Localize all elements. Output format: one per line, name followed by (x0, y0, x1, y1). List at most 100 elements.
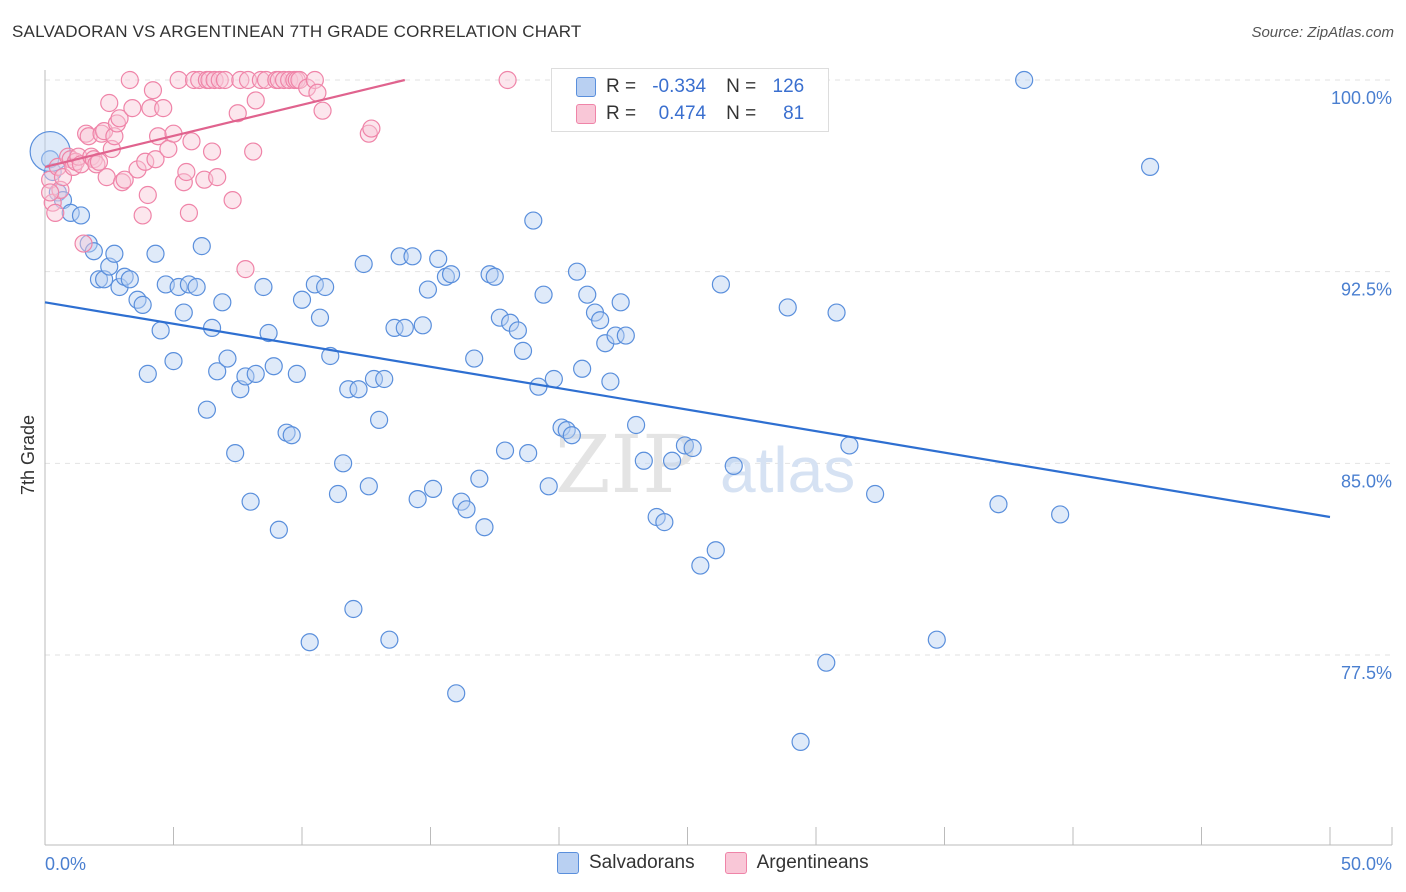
data-point (441, 265, 461, 284)
data-point (87, 155, 106, 174)
data-point (282, 426, 301, 445)
data-point (238, 70, 258, 90)
data-point (544, 369, 563, 389)
r-label: R = (606, 76, 637, 97)
data-point (711, 275, 731, 294)
data-point (552, 418, 571, 437)
data-point (447, 684, 466, 703)
data-point (41, 183, 60, 202)
n-label: N = (726, 76, 757, 97)
data-point (264, 357, 283, 376)
salvadorans-trend-line (44, 301, 1331, 519)
data-point (403, 247, 422, 266)
data-point (74, 234, 93, 253)
data-point (364, 369, 384, 389)
data-point (662, 451, 682, 470)
data-point (120, 70, 139, 90)
data-point (41, 150, 60, 169)
legend-item-salvadorans[interactable]: Salvadorans (557, 852, 695, 874)
data-point (182, 132, 201, 151)
data-point (316, 277, 335, 297)
argentineans-trend-line (44, 78, 406, 168)
data-point (128, 290, 147, 309)
data-point (778, 298, 797, 317)
data-point (208, 168, 227, 187)
data-point (611, 293, 630, 312)
data-point (202, 318, 222, 337)
legend-item-argentineans[interactable]: Argentineans (724, 852, 869, 874)
data-point (567, 262, 587, 281)
data-point (215, 70, 234, 90)
series-legend: Salvadorans Argentineans (557, 852, 899, 874)
correlation-legend: R = -0.334 N = 126 R = 0.474 N = 81 (551, 68, 829, 132)
argentineans-points (41, 70, 517, 279)
data-point (287, 364, 306, 383)
data-point (164, 352, 183, 371)
data-point (274, 70, 294, 90)
data-point (105, 244, 124, 263)
data-point (557, 421, 576, 440)
data-point (110, 277, 129, 297)
data-point (128, 160, 147, 179)
data-point (495, 441, 515, 460)
data-point (601, 372, 620, 391)
data-point (539, 477, 558, 496)
data-point (501, 313, 520, 332)
source-label: Source: ZipAtlas.com (1251, 24, 1394, 41)
x-tick-label: 0.0% (45, 854, 86, 874)
data-point (143, 81, 163, 100)
y-tick-labels: 100.0% 92.5% 85.0% 77.5% (1331, 88, 1392, 683)
data-point (115, 170, 134, 189)
n-label: N = (726, 103, 757, 124)
legend-row-salvadorans: R = -0.334 N = 126 (576, 74, 804, 100)
data-point (146, 244, 165, 263)
data-point (724, 456, 743, 475)
data-point (197, 400, 217, 419)
x-tick-label: 50.0% (1341, 854, 1392, 874)
data-point (46, 203, 65, 222)
data-point (626, 415, 646, 435)
x-tick-labels: 0.0% 50.0% (45, 854, 1392, 874)
data-point (395, 318, 414, 337)
salvadorans-points (29, 70, 1160, 751)
data-point (817, 653, 836, 672)
watermark-zip: ZIP (555, 418, 696, 511)
data-point (524, 211, 543, 230)
data-point (300, 633, 319, 652)
data-point (244, 142, 263, 161)
data-point (436, 267, 456, 286)
data-point (177, 162, 196, 182)
data-point (359, 124, 378, 143)
y-tick-label: 92.5% (1341, 280, 1392, 300)
argentineans-legend-swatch (724, 852, 747, 874)
data-point (423, 479, 443, 498)
data-point (269, 70, 288, 90)
data-point (254, 277, 273, 297)
salvadorans-swatch (576, 77, 596, 97)
data-point (470, 469, 489, 488)
data-point (562, 426, 581, 445)
data-point (100, 93, 119, 113)
data-point (1015, 70, 1034, 90)
data-point (390, 247, 409, 266)
data-point (236, 260, 255, 279)
salvadorans-n-value: 126 (772, 76, 805, 97)
data-point (989, 495, 1008, 514)
y-tick-label: 85.0% (1341, 471, 1392, 491)
data-point (339, 380, 358, 399)
data-point (354, 254, 373, 274)
data-point (375, 369, 394, 389)
data-point (927, 630, 946, 649)
data-point (151, 321, 170, 340)
data-point (519, 444, 538, 463)
data-point (513, 341, 533, 360)
data-point (246, 364, 265, 383)
data-point (508, 321, 527, 340)
argentineans-swatch (576, 104, 596, 124)
data-point (490, 308, 509, 327)
data-point (218, 349, 237, 368)
data-point (146, 150, 165, 169)
data-point (192, 237, 211, 256)
data-point (169, 70, 188, 90)
